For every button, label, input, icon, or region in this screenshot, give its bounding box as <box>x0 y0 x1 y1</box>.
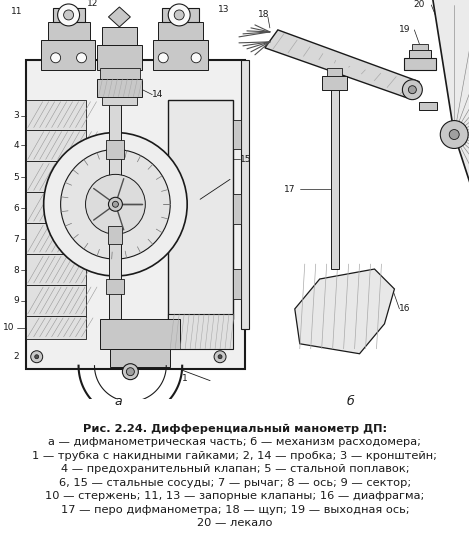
Circle shape <box>440 121 468 149</box>
Text: 1 — трубка с накидными гайками; 2, 14 — пробка; 3 — кронштейн;: 1 — трубка с накидными гайками; 2, 14 — … <box>32 451 438 461</box>
Text: б: б <box>346 395 354 408</box>
Text: 6: 6 <box>13 204 19 213</box>
Text: 13: 13 <box>218 5 229 14</box>
Circle shape <box>63 10 74 20</box>
Circle shape <box>191 53 201 63</box>
Text: 20 — лекало: 20 — лекало <box>197 518 273 529</box>
Text: 8: 8 <box>13 265 19 275</box>
Polygon shape <box>295 269 394 354</box>
Bar <box>26 129 86 162</box>
Bar <box>409 50 431 58</box>
Circle shape <box>126 367 134 376</box>
Polygon shape <box>432 0 470 267</box>
Bar <box>26 162 86 192</box>
Circle shape <box>158 53 168 63</box>
Circle shape <box>86 174 145 234</box>
Circle shape <box>408 86 416 94</box>
Text: 3: 3 <box>13 111 19 120</box>
Bar <box>153 40 208 70</box>
Text: 2: 2 <box>13 352 19 361</box>
Bar <box>109 226 122 244</box>
Circle shape <box>31 351 43 363</box>
Circle shape <box>35 355 39 359</box>
Circle shape <box>402 80 423 99</box>
Bar <box>26 60 245 369</box>
Text: 4: 4 <box>13 141 19 150</box>
Bar <box>233 269 241 299</box>
Bar <box>321 76 346 90</box>
Circle shape <box>61 150 170 259</box>
Text: Рис. 2.24. Дифференциальный манометр ДП:: Рис. 2.24. Дифференциальный манометр ДП: <box>83 424 387 434</box>
Circle shape <box>44 133 187 276</box>
Circle shape <box>218 355 222 359</box>
Text: а: а <box>114 395 122 408</box>
Bar <box>168 314 233 349</box>
Circle shape <box>77 53 86 63</box>
Polygon shape <box>109 7 130 27</box>
Circle shape <box>109 197 122 211</box>
Bar <box>26 192 86 223</box>
Circle shape <box>58 4 79 26</box>
Bar <box>404 58 436 70</box>
Bar <box>101 68 141 80</box>
Bar <box>101 319 180 349</box>
Bar <box>107 279 125 294</box>
Polygon shape <box>265 30 419 98</box>
Bar <box>47 22 89 40</box>
Text: 5: 5 <box>13 173 19 182</box>
Text: 1: 1 <box>182 374 188 383</box>
Bar <box>412 44 428 50</box>
Bar <box>327 68 342 76</box>
Bar <box>53 8 85 22</box>
Text: 12: 12 <box>87 0 98 9</box>
Bar <box>41 40 95 70</box>
Bar <box>110 75 121 339</box>
Bar <box>26 99 86 129</box>
Bar <box>331 85 338 269</box>
Bar <box>26 223 86 254</box>
Bar <box>26 254 86 285</box>
Text: 16: 16 <box>400 305 411 313</box>
Bar <box>241 60 249 329</box>
Text: 15: 15 <box>240 155 251 164</box>
Text: а — дифманометрическая часть; б — механизм расходомера;: а — дифманометрическая часть; б — механи… <box>48 437 422 447</box>
Text: 6, 15 — стальные сосуды; 7 — рычаг; 8 — ось; 9 — сектор;: 6, 15 — стальные сосуды; 7 — рычаг; 8 — … <box>59 478 411 488</box>
Bar <box>26 316 86 339</box>
Text: 19: 19 <box>399 26 410 34</box>
Text: 9: 9 <box>13 296 19 305</box>
Bar <box>419 102 437 110</box>
Circle shape <box>51 53 61 63</box>
Text: 14: 14 <box>152 90 164 99</box>
Bar <box>97 79 142 97</box>
Bar <box>102 97 137 105</box>
Text: 11: 11 <box>11 8 22 16</box>
Text: 10: 10 <box>3 323 15 333</box>
Text: 10 — стержень; 11, 13 — запорные клапаны; 16 — диафрагма;: 10 — стержень; 11, 13 — запорные клапаны… <box>45 491 425 501</box>
Bar <box>110 349 170 367</box>
Text: 18: 18 <box>258 10 270 20</box>
Bar <box>233 194 241 224</box>
Circle shape <box>174 10 184 20</box>
Bar <box>162 8 199 22</box>
Text: 4 — предохранительный клапан; 5 — стальной поплавок;: 4 — предохранительный клапан; 5 — стальн… <box>61 464 409 474</box>
Bar <box>158 22 203 40</box>
Circle shape <box>449 129 459 140</box>
Text: 17: 17 <box>284 185 296 194</box>
Circle shape <box>168 4 190 26</box>
Bar <box>168 99 233 319</box>
Circle shape <box>122 364 138 379</box>
Text: 17 — перо дифманометра; 18 — щуп; 19 — выходная ось;: 17 — перо дифманометра; 18 — щуп; 19 — в… <box>61 505 409 515</box>
Bar <box>233 120 241 150</box>
Bar <box>26 285 86 316</box>
Bar <box>107 140 125 159</box>
Bar <box>97 45 142 70</box>
Text: 20: 20 <box>414 1 425 9</box>
Circle shape <box>214 351 226 363</box>
Circle shape <box>112 201 118 207</box>
Text: 7: 7 <box>13 235 19 244</box>
Bar <box>102 27 137 45</box>
